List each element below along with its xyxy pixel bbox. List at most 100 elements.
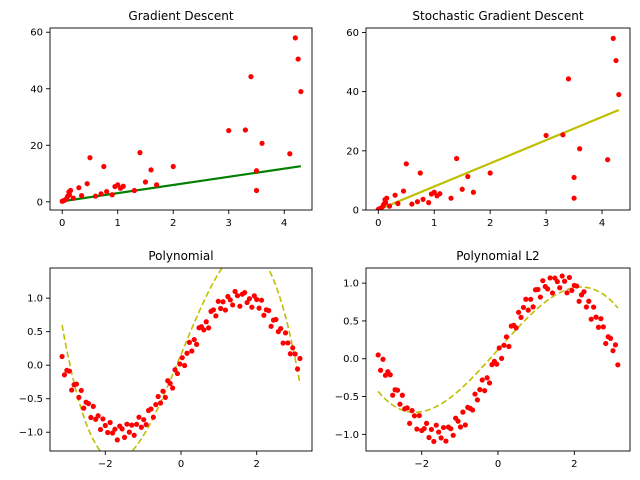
data-point [174, 370, 180, 377]
data-point [613, 57, 619, 64]
data-point [177, 361, 183, 367]
data-point [282, 330, 289, 336]
data-point [603, 340, 609, 347]
data-point [484, 375, 490, 381]
data-point [569, 287, 575, 293]
data-point [571, 174, 577, 181]
x-tick-label: 0 [375, 218, 381, 229]
x-tick-label: 1 [431, 218, 437, 229]
data-point [616, 91, 622, 98]
x-tick-label: 0 [59, 218, 65, 229]
data-point [559, 273, 565, 279]
data-point [143, 421, 149, 428]
data-point [266, 307, 272, 314]
data-layer [375, 35, 622, 210]
data-point [234, 293, 241, 299]
data-point [148, 406, 154, 412]
data-point [172, 367, 178, 373]
data-point [576, 298, 582, 304]
data-point [119, 426, 125, 432]
data-point [287, 151, 293, 157]
data-point [382, 200, 389, 206]
data-point [400, 188, 407, 194]
data-point [574, 283, 580, 289]
y-tick-label: 60 [30, 28, 43, 39]
data-point [170, 163, 176, 170]
data-point [386, 203, 393, 209]
data-point [194, 341, 200, 347]
data-point [431, 189, 437, 195]
data-point [591, 304, 597, 310]
x-tick-label: 0 [178, 459, 184, 470]
x-tick-label: −2 [98, 459, 113, 470]
data-point [448, 426, 454, 432]
data-point [254, 296, 260, 303]
data-point [169, 385, 176, 391]
data-point [268, 323, 274, 329]
y-tick-label: −1.0 [19, 428, 43, 439]
data-point [564, 290, 570, 296]
data-point [141, 417, 147, 423]
data-point [189, 348, 195, 354]
data-point [598, 316, 604, 322]
data-point [249, 304, 255, 310]
x-tick-label: 4 [281, 218, 287, 229]
polynomial-fit-curve [61, 268, 301, 451]
data-point [59, 353, 65, 360]
data-point [184, 350, 190, 356]
data-point [142, 179, 149, 185]
data-point [465, 173, 471, 180]
data-point [104, 189, 110, 195]
data-point [297, 355, 303, 362]
data-point [215, 298, 221, 304]
data-point [295, 56, 301, 62]
data-point [565, 76, 572, 82]
data-point [557, 285, 563, 291]
axes-frame [49, 27, 313, 211]
data-layer [59, 35, 304, 204]
data-point [76, 394, 82, 400]
data-point [537, 294, 543, 300]
data-point [605, 157, 611, 163]
data-point [153, 402, 159, 408]
data-point [210, 307, 217, 313]
data-point [133, 421, 140, 427]
data-point [472, 391, 478, 397]
data-point [287, 351, 293, 357]
data-point [242, 289, 248, 296]
data-point [294, 366, 301, 372]
data-point [167, 380, 173, 387]
data-point [375, 352, 381, 358]
data-point [88, 414, 94, 421]
data-point [97, 426, 104, 433]
data-point [95, 413, 101, 419]
data-point [259, 140, 265, 146]
data-point [109, 192, 115, 198]
data-point [138, 424, 144, 430]
data-point [426, 200, 432, 206]
data-point [78, 387, 84, 394]
axes-frame [365, 27, 631, 211]
data-point [420, 196, 426, 202]
data-point [84, 181, 90, 187]
y-tick-label: 0.0 [343, 354, 359, 365]
data-point [431, 438, 437, 445]
data-point [244, 299, 250, 306]
axes-frame [365, 267, 631, 452]
data-point [79, 192, 85, 199]
data-point [70, 195, 76, 201]
data-point [433, 422, 439, 428]
data-point [258, 297, 265, 303]
y-tick-label: 0 [353, 206, 359, 217]
data-point [126, 429, 132, 435]
data-point [547, 275, 553, 281]
data-point [571, 195, 577, 201]
data-point [201, 327, 207, 333]
data-point [577, 146, 583, 152]
data-point [73, 381, 80, 387]
data-point [226, 127, 232, 134]
y-tick-label: 0.5 [27, 327, 43, 338]
data-point [593, 314, 599, 320]
x-tick-label: 3 [543, 218, 549, 229]
